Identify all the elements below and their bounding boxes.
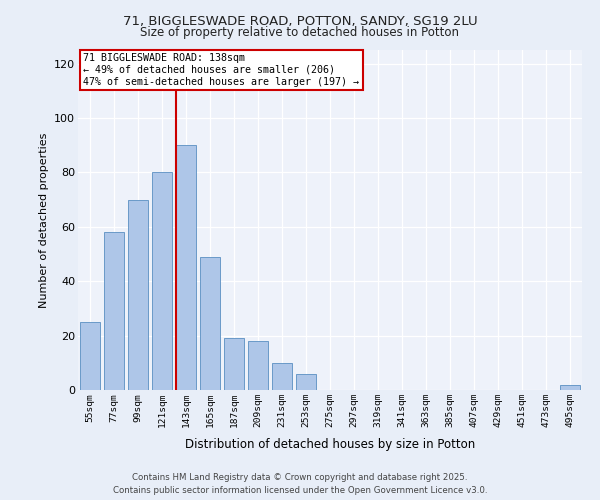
Bar bbox=[152, 172, 172, 390]
Bar bbox=[560, 384, 580, 390]
Bar bbox=[272, 363, 292, 390]
Y-axis label: Number of detached properties: Number of detached properties bbox=[38, 132, 49, 308]
Bar bbox=[80, 322, 100, 390]
Text: 71, BIGGLESWADE ROAD, POTTON, SANDY, SG19 2LU: 71, BIGGLESWADE ROAD, POTTON, SANDY, SG1… bbox=[122, 15, 478, 28]
X-axis label: Distribution of detached houses by size in Potton: Distribution of detached houses by size … bbox=[185, 438, 475, 452]
Text: Size of property relative to detached houses in Potton: Size of property relative to detached ho… bbox=[140, 26, 460, 39]
Bar bbox=[224, 338, 244, 390]
Text: 71 BIGGLESWADE ROAD: 138sqm
← 49% of detached houses are smaller (206)
47% of se: 71 BIGGLESWADE ROAD: 138sqm ← 49% of det… bbox=[83, 54, 359, 86]
Bar bbox=[176, 145, 196, 390]
Text: Contains HM Land Registry data © Crown copyright and database right 2025.
Contai: Contains HM Land Registry data © Crown c… bbox=[113, 474, 487, 495]
Bar bbox=[128, 200, 148, 390]
Bar bbox=[248, 341, 268, 390]
Bar bbox=[104, 232, 124, 390]
Bar bbox=[296, 374, 316, 390]
Bar bbox=[200, 256, 220, 390]
